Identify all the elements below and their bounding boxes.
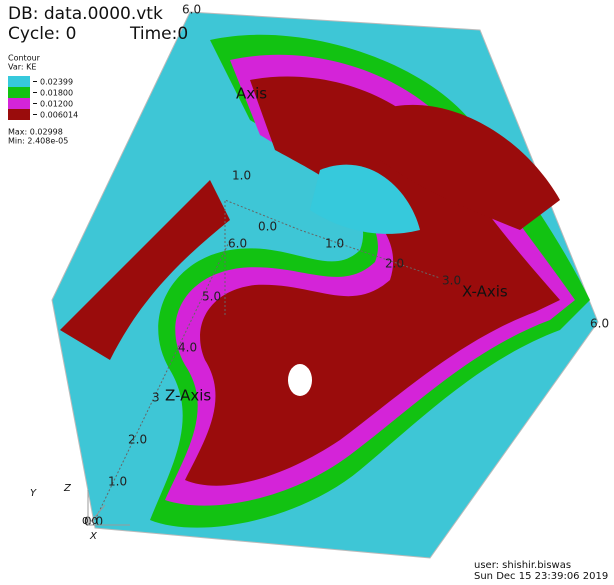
legend-swatch: [8, 76, 30, 87]
legend-swatch: [8, 98, 30, 109]
x-axis-title: X-Axis: [462, 283, 508, 301]
triad-y: Y: [30, 488, 37, 499]
legend-var: Var: KE: [8, 63, 36, 72]
legend: 0.02399 0.01800 0.01200 0.006014: [8, 76, 78, 120]
legend-min: Min: 2.408e-05: [8, 137, 68, 146]
triad-z: Z: [63, 483, 72, 494]
db-label: DB: data.0000.vtk: [8, 4, 163, 24]
z-tick: 5.0: [202, 290, 221, 304]
legend-swatch: [8, 87, 30, 98]
legend-label: 0.01200: [40, 100, 73, 109]
x-tick: 2.0: [385, 257, 404, 271]
triad-x: X: [89, 531, 98, 542]
triad: Y Z X 0.0: [30, 483, 130, 542]
triad-origin: 0.0: [82, 516, 98, 527]
z-axis-title: Z-Axis: [165, 387, 211, 405]
x-tick: 1.0: [325, 237, 344, 251]
legend-label: 0.02399: [40, 78, 73, 87]
legend-max: Max: 0.02998: [8, 128, 63, 137]
render-scene: [51, 11, 599, 559]
legend-label: 0.006014: [40, 111, 78, 120]
z-tick: 6.0: [228, 237, 247, 251]
time-label: Time:0: [129, 24, 188, 44]
x-tick: 3.0: [442, 274, 461, 288]
user-label: user: shishir.biswas: [474, 560, 571, 571]
x-tick: 0.0: [258, 220, 277, 234]
z-tick: 3: [152, 391, 160, 405]
y-axis-title: Axis: [236, 85, 267, 103]
cycle-label: Cycle: 0: [8, 24, 76, 44]
z-tick: 4.0: [178, 341, 197, 355]
y-tick: 6.0: [182, 3, 201, 17]
date-label: Sun Dec 15 23:39:06 2019: [474, 571, 608, 582]
legend-swatch: [8, 109, 30, 120]
legend-label: 0.01800: [40, 89, 73, 98]
x-tick: 6.0: [590, 317, 609, 331]
legend-title: Contour: [8, 54, 41, 63]
z-tick: 2.0: [128, 433, 147, 447]
y-tick: 1.0: [232, 169, 251, 183]
z-tick: 1.0: [108, 475, 127, 489]
